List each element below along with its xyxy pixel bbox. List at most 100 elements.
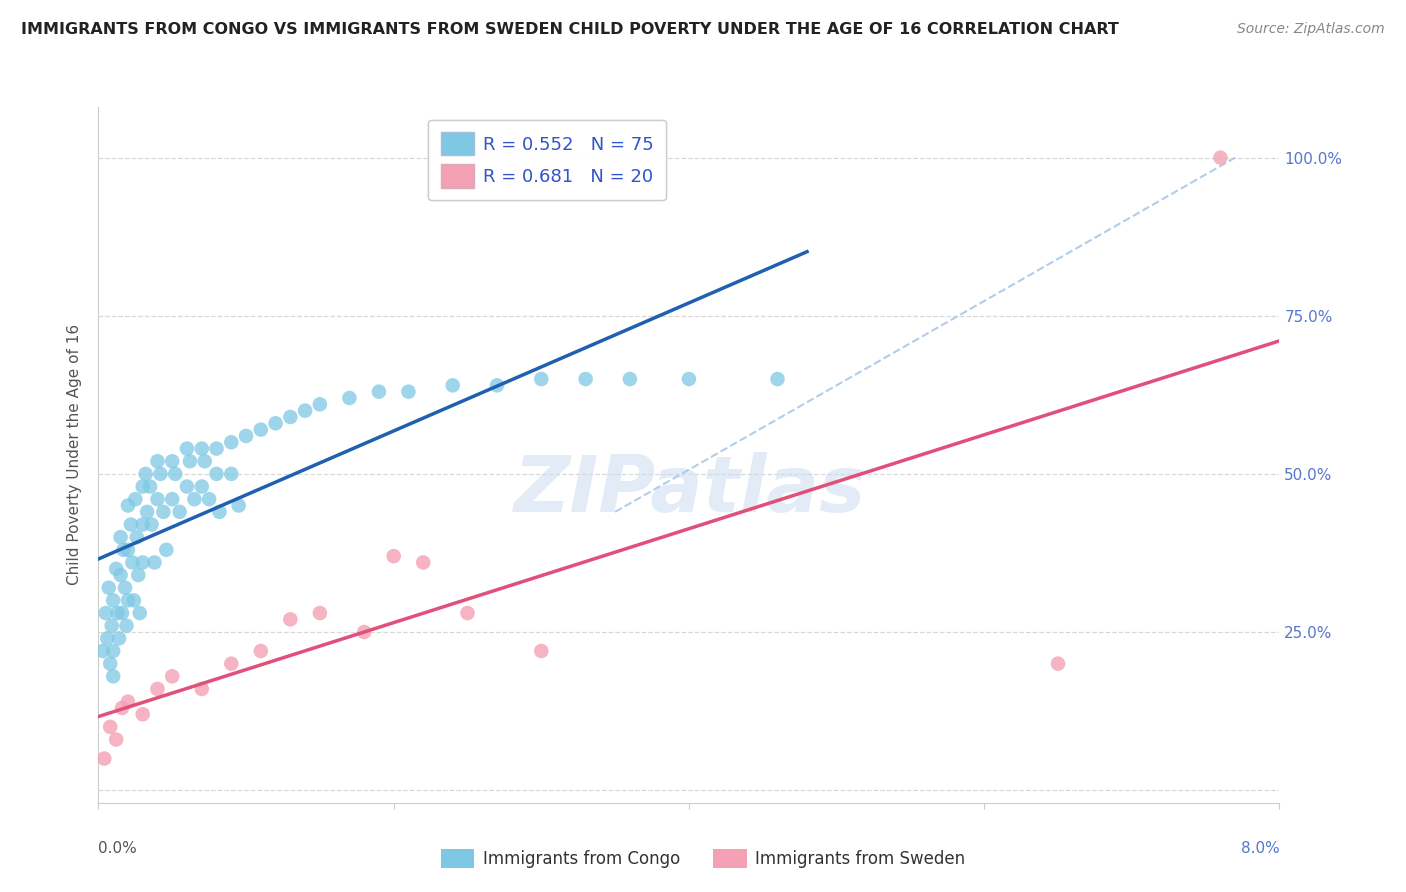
Point [149,467,172,481]
Point [124,492,146,507]
Point [93,751,115,765]
Point [308,606,332,620]
Point [114,581,136,595]
Point [132,556,155,570]
Text: Source: ZipAtlas.com: Source: ZipAtlas.com [1237,22,1385,37]
Point [122,593,145,607]
Point [353,625,375,640]
Text: IMMIGRANTS FROM CONGO VS IMMIGRANTS FROM SWEDEN CHILD POVERTY UNDER THE AGE OF 1: IMMIGRANTS FROM CONGO VS IMMIGRANTS FROM… [21,22,1119,37]
Point [91,644,114,658]
Point [103,644,125,658]
Point [111,701,134,715]
Point [191,681,214,696]
Text: 0.0%: 0.0% [98,841,138,855]
Point [139,479,162,493]
Point [250,423,273,437]
Point [228,499,250,513]
Y-axis label: Child Poverty Under the Age of 16: Child Poverty Under the Age of 16 [67,325,83,585]
Point [208,505,231,519]
Point [103,593,125,607]
Legend: Immigrants from Congo, Immigrants from Sweden: Immigrants from Congo, Immigrants from S… [434,842,972,875]
Point [136,505,159,519]
Point [278,409,302,424]
Point [143,556,166,570]
Point [198,492,221,507]
Point [219,435,242,450]
Point [1046,657,1069,671]
Point [127,568,149,582]
Point [530,644,553,658]
Point [205,467,228,481]
Point [94,606,117,620]
Point [382,549,405,563]
Point [219,467,242,481]
Point [250,644,273,658]
Point [162,669,183,683]
Point [146,492,169,507]
Point [97,581,120,595]
Point [110,568,132,582]
Point [162,454,183,468]
Point [183,492,205,507]
Point [100,618,122,632]
Point [146,681,169,696]
Point [412,556,434,570]
Legend: R = 0.552   N = 75, R = 0.681   N = 20: R = 0.552 N = 75, R = 0.681 N = 20 [429,120,666,201]
Point [169,505,191,519]
Point [194,454,217,468]
Point [98,720,121,734]
Point [205,442,228,456]
Point [117,499,139,513]
Point [176,479,198,493]
Point [105,562,128,576]
Text: ZIPatlas: ZIPatlas [513,451,865,528]
Text: 8.0%: 8.0% [1240,841,1279,855]
Point [125,530,148,544]
Point [294,403,316,417]
Point [678,372,700,386]
Point [337,391,360,405]
Point [619,372,641,386]
Point [179,454,201,468]
Point [111,606,134,620]
Point [155,542,177,557]
Point [441,378,464,392]
Point [98,657,121,671]
Point [132,517,155,532]
Point [574,372,596,386]
Point [110,530,132,544]
Point [121,556,143,570]
Point [264,417,287,431]
Point [191,479,214,493]
Point [396,384,419,399]
Point [132,707,155,722]
Point [152,505,174,519]
Point [278,612,302,626]
Point [456,606,478,620]
Point [165,467,187,481]
Point [219,657,242,671]
Point [135,467,157,481]
Point [103,669,125,683]
Point [120,517,142,532]
Point [141,517,163,532]
Point [112,542,135,557]
Point [146,454,169,468]
Point [235,429,257,443]
Point [117,695,139,709]
Point [308,397,332,411]
Point [766,372,789,386]
Point [105,732,128,747]
Point [176,442,198,456]
Point [128,606,150,620]
Point [191,442,214,456]
Point [1209,151,1232,165]
Point [367,384,389,399]
Point [117,542,139,557]
Point [132,479,155,493]
Point [117,593,139,607]
Point [530,372,553,386]
Point [108,632,131,646]
Point [107,606,129,620]
Point [162,492,183,507]
